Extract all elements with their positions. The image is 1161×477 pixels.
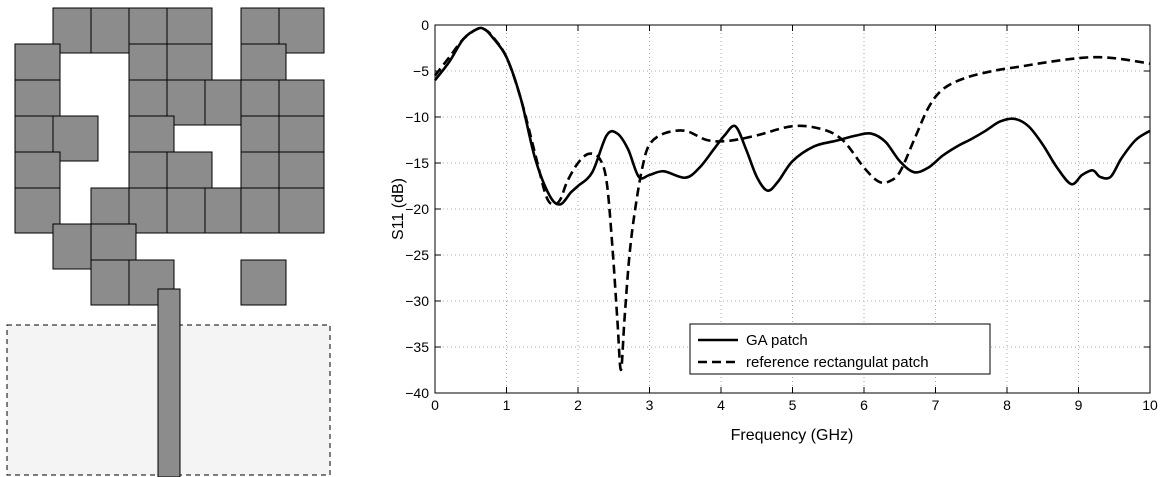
y-tick-label: −5 xyxy=(413,63,429,79)
y-tick-label: −35 xyxy=(405,339,429,355)
patch-cell xyxy=(240,259,287,306)
x-tick-label: 9 xyxy=(1075,397,1083,413)
x-ticks: 0 1 2 3 4 5 6 7 8 9 10 xyxy=(431,25,1158,413)
grid-lines xyxy=(435,25,1150,393)
patch-cells xyxy=(14,7,325,306)
x-tick-label: 8 xyxy=(1003,397,1011,413)
x-tick-label: 1 xyxy=(503,397,511,413)
patch-geometry-figure xyxy=(6,7,331,477)
y-axis-label: S11 (dB) xyxy=(390,178,407,240)
x-tick-label: 10 xyxy=(1142,397,1158,413)
y-tick-label: −25 xyxy=(405,247,429,263)
x-tick-label: 6 xyxy=(860,397,868,413)
x-tick-label: 4 xyxy=(717,397,725,413)
x-tick-label: 2 xyxy=(574,397,582,413)
x-tick-label: 0 xyxy=(431,397,439,413)
x-axis-label: Frequency (GHz) xyxy=(731,427,854,444)
data-lines xyxy=(433,26,1151,372)
series-line-ga-patch xyxy=(433,26,1151,206)
feed-line xyxy=(157,288,181,477)
y-tick-label: 0 xyxy=(421,17,429,33)
patch-cell xyxy=(278,187,325,234)
x-tick-label: 5 xyxy=(789,397,797,413)
legend: GA patch reference rectangulat patch xyxy=(689,323,991,375)
x-tick-label: 3 xyxy=(646,397,654,413)
y-tick-label: −20 xyxy=(405,201,429,217)
y-tick-label: −40 xyxy=(405,385,429,401)
y-tick-label: −30 xyxy=(405,293,429,309)
x-tick-label: 7 xyxy=(932,397,940,413)
legend-label-reference-patch: reference rectangulat patch xyxy=(746,354,929,371)
y-ticks: 0 −5 −10 −15 −20 −25 −30 −35 −40 xyxy=(405,17,1150,401)
legend-box xyxy=(689,323,991,375)
legend-label-ga-patch: GA patch xyxy=(746,332,808,349)
y-tick-label: −10 xyxy=(405,109,429,125)
y-tick-label: −15 xyxy=(405,155,429,171)
